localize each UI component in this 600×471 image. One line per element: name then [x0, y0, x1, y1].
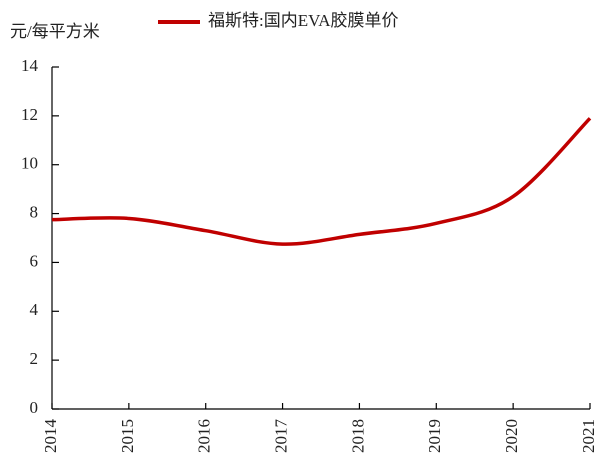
x-tick-label: 2020 — [502, 419, 521, 453]
y-tick-label: 2 — [30, 349, 39, 368]
y-tick-label: 6 — [30, 251, 39, 270]
y-tick-label: 12 — [21, 105, 38, 124]
line-series — [51, 117, 592, 246]
x-tick-label: 2014 — [41, 419, 60, 454]
y-tick-label: 4 — [30, 300, 39, 319]
y-tick-label: 10 — [21, 154, 38, 173]
x-tick-label: 2019 — [425, 419, 444, 453]
x-tick-label: 2018 — [348, 419, 367, 453]
y-tick-label: 8 — [30, 202, 39, 221]
y-axis-label: 元/每平方米 — [10, 22, 100, 41]
x-tick-label: 2017 — [271, 419, 290, 454]
x-tick-label: 2015 — [118, 419, 137, 453]
legend-label: 福斯特:国内EVA胶膜单价 — [208, 11, 398, 30]
x-tick-label: 2021 — [579, 419, 598, 453]
x-tick-label: 2016 — [195, 419, 214, 453]
y-tick-label: 0 — [30, 398, 39, 417]
y-tick-label: 14 — [21, 56, 39, 75]
